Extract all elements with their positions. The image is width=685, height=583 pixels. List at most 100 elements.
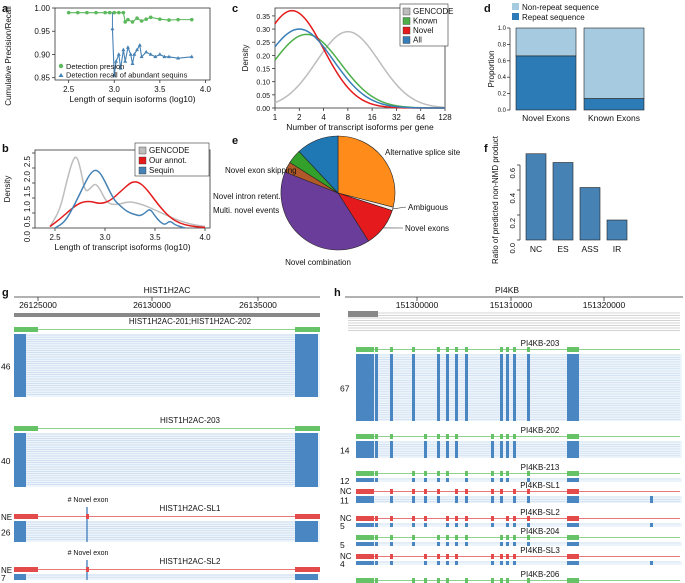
data-point-precision [112, 10, 117, 15]
data-point-precision [189, 17, 194, 22]
read-exon-left-h-4 [356, 523, 374, 527]
exon-annot-h [513, 434, 516, 439]
x-tick-label-c: 128 [438, 113, 452, 122]
read-area-h-6 [356, 561, 682, 565]
y-tick-label-f: 0.2 [508, 218, 517, 228]
bar-label-IR: IR [613, 244, 622, 254]
legend-swatch-known [402, 17, 411, 25]
exon-annot-mid-h-1 [567, 434, 579, 439]
read-exon-h [412, 523, 415, 527]
exon-annot-h [390, 434, 393, 439]
read-exon-h [362, 542, 365, 546]
read-exon-left-g-0 [14, 334, 26, 397]
track-title-h-2: PI4KB-213 [521, 463, 560, 472]
exon-annot-h [412, 489, 415, 494]
read-exon-h [500, 441, 503, 458]
pie-slice-6 [298, 135, 339, 194]
read-count-h-4: 5 [340, 521, 345, 531]
read-exon-h [437, 478, 440, 482]
bar-label-ES: ES [557, 244, 569, 254]
data-point-precision [139, 19, 144, 23]
legend-label-repeat: Repeat sequence [522, 13, 585, 22]
x-tick-label-a: 2.5 [63, 85, 75, 94]
exon-right-annot-g-1 [295, 426, 320, 431]
read-exon-h [390, 496, 393, 503]
track-title-h-5: PI4KB-204 [521, 527, 560, 536]
data-point-precision [126, 17, 130, 22]
y-tick-label-f: 0.4 [508, 193, 517, 203]
exon-annot-h [424, 489, 427, 494]
read-exon-h [506, 441, 509, 458]
read-exon-h [437, 542, 440, 546]
density-line-gencode [274, 30, 446, 109]
exon-annot-h [390, 554, 393, 559]
exon-annot-h [513, 347, 516, 352]
read-exon-h [446, 354, 449, 421]
exon-annot-h [513, 535, 516, 540]
exon-annot-h [424, 516, 427, 521]
exon-annot-mid-h-4 [567, 516, 579, 521]
data-point-recall [114, 59, 119, 63]
panel-letter-d: d [484, 3, 491, 15]
x-axis-label-c: Number of transcript isoforms per gene [286, 122, 434, 132]
exon-annot-h [455, 554, 458, 559]
track-title-h-6: PI4KB-SL3 [520, 546, 560, 555]
pie-leader-1 [392, 206, 407, 210]
exon-annot-h [506, 471, 509, 476]
legend-swatch-sequin [138, 166, 147, 175]
read-exon-h [527, 478, 530, 482]
read-exon-left-g-1 [14, 433, 26, 487]
read-exon-h [446, 561, 449, 565]
y-tick-label-b: 1.0 [23, 200, 32, 212]
exon-annot-mid-h-5 [567, 535, 579, 540]
read-exon-h [455, 561, 458, 565]
exon-annot-h [362, 489, 365, 494]
x-tick-label-b: 2.5 [49, 233, 61, 242]
x-tick-label-a: 3.5 [154, 85, 166, 94]
exon-annot-h [513, 489, 516, 494]
legend-label-recall: Detection recall of abundant sequins [66, 71, 188, 80]
read-exon-h [455, 354, 458, 421]
x-tick-label-a: 4.0 [200, 85, 212, 94]
exon-annot-h [375, 578, 378, 583]
legend-label-sequin: Sequin [149, 166, 174, 175]
data-point-recall [162, 54, 167, 59]
data-point-precision [135, 16, 139, 21]
x-axis-label-a: Length of sequin isoforms (log10) [69, 94, 195, 104]
read-exon-h [390, 441, 393, 458]
annot-model-block-h [348, 311, 378, 317]
exon-annot-h [500, 578, 503, 583]
read-exon-h [390, 542, 393, 546]
data-point-recall [135, 47, 140, 52]
exon-left-annot-g-2 [14, 514, 38, 519]
exon-annot-h [362, 535, 365, 540]
y-tick-label-b: 2.5 [23, 155, 32, 167]
read-count-g-0: 46 [1, 362, 11, 372]
read-exon-h [455, 496, 458, 503]
read-exon-h [500, 542, 503, 546]
read-count-g-1: 40 [1, 456, 11, 466]
read-exon-h [527, 354, 530, 421]
y-tick-label-c: 0.15 [256, 67, 270, 74]
bar-repeat-1 [583, 98, 645, 111]
exon-annot-h [390, 347, 393, 352]
exon-annot-h [412, 578, 415, 583]
exon-annot-h [465, 471, 468, 476]
read-exon-h [513, 523, 516, 527]
read-exon-mid-h-5 [567, 542, 579, 546]
read-area-h-4 [356, 523, 682, 527]
exon-annot-left-h-4 [356, 516, 374, 521]
legend-swatch-all [402, 36, 411, 44]
exon-annot-h [491, 516, 494, 521]
bar-label-1: Known Exons [588, 113, 640, 123]
read-count-h-3: 11 [340, 496, 349, 506]
track-title-h-3: PI4KB-SL1 [520, 481, 560, 490]
exon-annot-h [375, 347, 378, 352]
legend-marker-precision [58, 63, 64, 69]
exon-annot-h [506, 347, 509, 352]
data-point-recall [137, 42, 142, 47]
read-exon-h [513, 542, 516, 546]
panel-letter-a: a [2, 3, 9, 15]
read-exon-mid-h-1 [567, 441, 579, 458]
exon-annot-h [424, 471, 427, 476]
